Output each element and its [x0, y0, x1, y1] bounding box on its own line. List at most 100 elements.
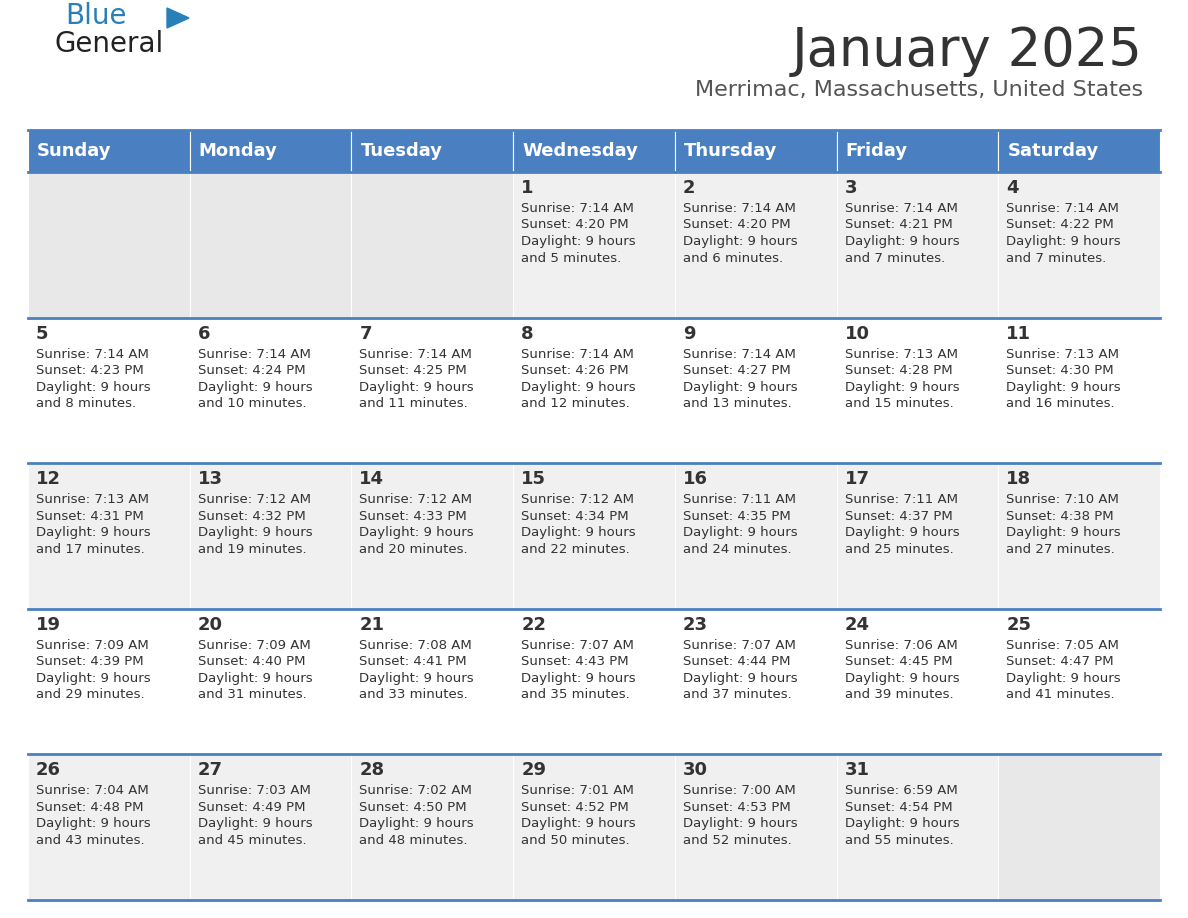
Bar: [998, 130, 1159, 172]
Text: Daylight: 9 hours: Daylight: 9 hours: [197, 381, 312, 394]
Bar: [513, 755, 675, 900]
Text: Sunrise: 7:10 AM: Sunrise: 7:10 AM: [1006, 493, 1119, 506]
Text: and 13 minutes.: and 13 minutes.: [683, 397, 791, 410]
Text: Daylight: 9 hours: Daylight: 9 hours: [683, 381, 797, 394]
Bar: [352, 318, 513, 464]
Text: Daylight: 9 hours: Daylight: 9 hours: [36, 526, 151, 539]
Text: Daylight: 9 hours: Daylight: 9 hours: [1006, 235, 1121, 248]
Polygon shape: [168, 8, 189, 28]
Bar: [190, 318, 352, 464]
Text: Sunrise: 7:13 AM: Sunrise: 7:13 AM: [36, 493, 148, 506]
Text: Sunset: 4:37 PM: Sunset: 4:37 PM: [845, 509, 953, 522]
Text: Sunrise: 7:09 AM: Sunrise: 7:09 AM: [36, 639, 148, 652]
Text: Daylight: 9 hours: Daylight: 9 hours: [845, 526, 959, 539]
Text: Sunrise: 7:07 AM: Sunrise: 7:07 AM: [683, 639, 796, 652]
Text: and 33 minutes.: and 33 minutes.: [360, 688, 468, 701]
Text: and 24 minutes.: and 24 minutes.: [683, 543, 791, 555]
Text: 29: 29: [522, 761, 546, 779]
Text: Sunset: 4:54 PM: Sunset: 4:54 PM: [845, 800, 953, 814]
Bar: [836, 609, 998, 755]
Text: Daylight: 9 hours: Daylight: 9 hours: [522, 235, 636, 248]
Text: Daylight: 9 hours: Daylight: 9 hours: [197, 526, 312, 539]
Text: Daylight: 9 hours: Daylight: 9 hours: [360, 672, 474, 685]
Text: Sunrise: 7:13 AM: Sunrise: 7:13 AM: [845, 348, 958, 361]
Text: Sunrise: 7:14 AM: Sunrise: 7:14 AM: [360, 348, 473, 361]
Text: and 39 minutes.: and 39 minutes.: [845, 688, 953, 701]
Text: Sunset: 4:40 PM: Sunset: 4:40 PM: [197, 655, 305, 668]
Text: and 55 minutes.: and 55 minutes.: [845, 834, 953, 847]
Bar: [352, 172, 513, 318]
Text: 5: 5: [36, 325, 49, 342]
Bar: [675, 609, 836, 755]
Bar: [998, 609, 1159, 755]
Bar: [998, 464, 1159, 609]
Text: and 5 minutes.: and 5 minutes.: [522, 252, 621, 264]
Text: 6: 6: [197, 325, 210, 342]
Text: Sunset: 4:49 PM: Sunset: 4:49 PM: [197, 800, 305, 814]
Bar: [513, 609, 675, 755]
Text: and 31 minutes.: and 31 minutes.: [197, 688, 307, 701]
Text: Daylight: 9 hours: Daylight: 9 hours: [522, 672, 636, 685]
Text: Sunset: 4:32 PM: Sunset: 4:32 PM: [197, 509, 305, 522]
Text: Daylight: 9 hours: Daylight: 9 hours: [1006, 381, 1121, 394]
Text: Daylight: 9 hours: Daylight: 9 hours: [36, 381, 151, 394]
Text: 27: 27: [197, 761, 222, 779]
Text: General: General: [55, 30, 164, 58]
Text: January 2025: January 2025: [792, 25, 1143, 77]
Text: and 43 minutes.: and 43 minutes.: [36, 834, 145, 847]
Text: Sunrise: 7:14 AM: Sunrise: 7:14 AM: [36, 348, 148, 361]
Text: 18: 18: [1006, 470, 1031, 488]
Text: Sunrise: 7:14 AM: Sunrise: 7:14 AM: [522, 202, 634, 215]
Bar: [352, 464, 513, 609]
Text: 23: 23: [683, 616, 708, 633]
Text: 4: 4: [1006, 179, 1019, 197]
Bar: [836, 755, 998, 900]
Text: Sunset: 4:43 PM: Sunset: 4:43 PM: [522, 655, 628, 668]
Text: Sunrise: 7:08 AM: Sunrise: 7:08 AM: [360, 639, 472, 652]
Text: Sunrise: 7:12 AM: Sunrise: 7:12 AM: [360, 493, 473, 506]
Bar: [675, 318, 836, 464]
Text: Sunset: 4:47 PM: Sunset: 4:47 PM: [1006, 655, 1114, 668]
Bar: [513, 130, 675, 172]
Bar: [836, 464, 998, 609]
Text: Sunset: 4:27 PM: Sunset: 4:27 PM: [683, 364, 790, 377]
Text: Daylight: 9 hours: Daylight: 9 hours: [683, 672, 797, 685]
Text: Sunrise: 7:07 AM: Sunrise: 7:07 AM: [522, 639, 634, 652]
Text: Tuesday: Tuesday: [360, 142, 442, 160]
Text: and 10 minutes.: and 10 minutes.: [197, 397, 307, 410]
Text: Daylight: 9 hours: Daylight: 9 hours: [197, 817, 312, 831]
Text: Sunset: 4:21 PM: Sunset: 4:21 PM: [845, 218, 953, 231]
Text: 31: 31: [845, 761, 870, 779]
Bar: [190, 609, 352, 755]
Text: Sunrise: 7:14 AM: Sunrise: 7:14 AM: [683, 348, 796, 361]
Text: and 45 minutes.: and 45 minutes.: [197, 834, 307, 847]
Bar: [29, 130, 190, 172]
Text: Sunrise: 7:12 AM: Sunrise: 7:12 AM: [522, 493, 634, 506]
Text: and 11 minutes.: and 11 minutes.: [360, 397, 468, 410]
Text: Sunset: 4:35 PM: Sunset: 4:35 PM: [683, 509, 790, 522]
Text: Sunset: 4:52 PM: Sunset: 4:52 PM: [522, 800, 628, 814]
Text: Daylight: 9 hours: Daylight: 9 hours: [1006, 672, 1121, 685]
Text: Sunset: 4:38 PM: Sunset: 4:38 PM: [1006, 509, 1114, 522]
Text: and 20 minutes.: and 20 minutes.: [360, 543, 468, 555]
Text: 21: 21: [360, 616, 385, 633]
Bar: [29, 609, 190, 755]
Text: and 16 minutes.: and 16 minutes.: [1006, 397, 1114, 410]
Text: 13: 13: [197, 470, 222, 488]
Bar: [513, 172, 675, 318]
Text: Sunset: 4:30 PM: Sunset: 4:30 PM: [1006, 364, 1114, 377]
Bar: [352, 755, 513, 900]
Text: Sunset: 4:28 PM: Sunset: 4:28 PM: [845, 364, 953, 377]
Text: and 48 minutes.: and 48 minutes.: [360, 834, 468, 847]
Text: and 27 minutes.: and 27 minutes.: [1006, 543, 1116, 555]
Text: Daylight: 9 hours: Daylight: 9 hours: [36, 817, 151, 831]
Text: Sunset: 4:50 PM: Sunset: 4:50 PM: [360, 800, 467, 814]
Text: and 37 minutes.: and 37 minutes.: [683, 688, 791, 701]
Text: Daylight: 9 hours: Daylight: 9 hours: [683, 526, 797, 539]
Text: Thursday: Thursday: [684, 142, 777, 160]
Text: Sunset: 4:34 PM: Sunset: 4:34 PM: [522, 509, 628, 522]
Bar: [29, 318, 190, 464]
Text: 12: 12: [36, 470, 61, 488]
Text: Daylight: 9 hours: Daylight: 9 hours: [36, 672, 151, 685]
Text: and 19 minutes.: and 19 minutes.: [197, 543, 307, 555]
